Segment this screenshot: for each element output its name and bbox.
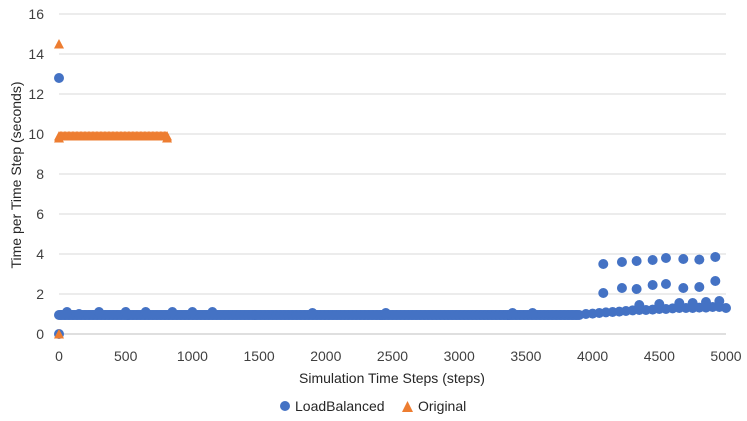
x-tick-label: 0 bbox=[55, 348, 63, 364]
data-point-loadbalanced bbox=[631, 256, 642, 266]
data-point-loadbalanced bbox=[660, 279, 671, 289]
data-point-loadbalanced bbox=[140, 307, 151, 317]
data-point-loadbalanced bbox=[654, 299, 665, 309]
data-point-loadbalanced bbox=[660, 253, 671, 263]
data-point-loadbalanced bbox=[598, 288, 609, 298]
data-point-loadbalanced bbox=[380, 308, 391, 318]
data-point-loadbalanced bbox=[678, 254, 689, 264]
y-tick-label: 2 bbox=[36, 286, 44, 302]
x-axis-title: Simulation Time Steps (steps) bbox=[299, 370, 485, 386]
y-tick-label: 16 bbox=[28, 6, 44, 22]
y-tick-label: 12 bbox=[28, 86, 44, 102]
data-point-loadbalanced bbox=[120, 307, 131, 317]
x-tick-label: 4000 bbox=[577, 348, 608, 364]
data-point-loadbalanced bbox=[616, 257, 627, 267]
data-point-original bbox=[162, 133, 173, 143]
data-point-loadbalanced bbox=[710, 252, 721, 262]
data-point-original bbox=[54, 133, 64, 143]
data-point-loadbalanced bbox=[647, 280, 658, 290]
y-tick-label: 4 bbox=[36, 246, 44, 262]
y-tick-label: 8 bbox=[36, 166, 44, 182]
y-tick-label: 0 bbox=[36, 326, 44, 342]
legend-original-marker bbox=[402, 401, 413, 412]
y-tick-label: 14 bbox=[28, 46, 44, 62]
tick-labels: 0 2 4 6 8 10 12 14 16 0 500 1000 1500 2000 2500 3000 350… bbox=[28, 6, 741, 364]
x-tick-label: 1000 bbox=[177, 348, 208, 364]
data-point-loadbalanced bbox=[54, 73, 64, 83]
data-point-loadbalanced bbox=[616, 283, 627, 293]
data-point-loadbalanced bbox=[694, 254, 705, 265]
data-point-original bbox=[54, 329, 64, 339]
x-tick-label: 5000 bbox=[710, 348, 741, 364]
data-point-loadbalanced bbox=[647, 255, 658, 265]
data-point-loadbalanced bbox=[678, 283, 689, 293]
x-tick-label: 3000 bbox=[444, 348, 475, 364]
data-point-original bbox=[54, 39, 64, 49]
data-point-loadbalanced bbox=[700, 297, 711, 307]
data-point-loadbalanced bbox=[507, 308, 518, 318]
data-point-loadbalanced bbox=[74, 309, 85, 319]
data-point-loadbalanced bbox=[62, 307, 73, 317]
y-axis-title: Time per Time Step (seconds) bbox=[8, 82, 24, 269]
data-point-loadbalanced bbox=[207, 307, 218, 317]
legend-loadbalanced-label: LoadBalanced bbox=[295, 398, 385, 414]
legend-original-label: Original bbox=[418, 398, 466, 414]
data-point-loadbalanced bbox=[694, 282, 705, 292]
data-point-loadbalanced bbox=[634, 300, 645, 310]
data-point-loadbalanced bbox=[710, 276, 721, 286]
data-point-loadbalanced bbox=[687, 298, 698, 308]
data-point-loadbalanced bbox=[714, 296, 725, 306]
x-tick-label: 3500 bbox=[510, 348, 541, 364]
data-point-loadbalanced bbox=[187, 307, 198, 317]
x-tick-label: 2000 bbox=[310, 348, 341, 364]
x-tick-label: 4500 bbox=[644, 348, 675, 364]
gridlines bbox=[59, 13, 726, 295]
data-point-loadbalanced bbox=[631, 284, 642, 294]
data-point-loadbalanced bbox=[94, 307, 105, 317]
data-point-loadbalanced bbox=[167, 307, 178, 317]
data-point-loadbalanced bbox=[307, 308, 318, 318]
data-point-loadbalanced bbox=[721, 303, 731, 313]
data-points bbox=[54, 39, 731, 339]
series-original bbox=[54, 39, 173, 339]
series-loadbalanced bbox=[54, 73, 731, 339]
data-point-loadbalanced bbox=[527, 308, 538, 318]
legend-loadbalanced-marker bbox=[280, 401, 290, 411]
x-tick-label: 500 bbox=[114, 348, 138, 364]
data-point-loadbalanced bbox=[674, 298, 685, 308]
x-tick-label: 1500 bbox=[244, 348, 275, 364]
data-point-loadbalanced bbox=[598, 259, 609, 269]
y-tick-label: 6 bbox=[36, 206, 44, 222]
x-tick-label: 2500 bbox=[377, 348, 408, 364]
legend: LoadBalanced Original bbox=[280, 398, 466, 414]
y-tick-label: 10 bbox=[28, 126, 44, 142]
